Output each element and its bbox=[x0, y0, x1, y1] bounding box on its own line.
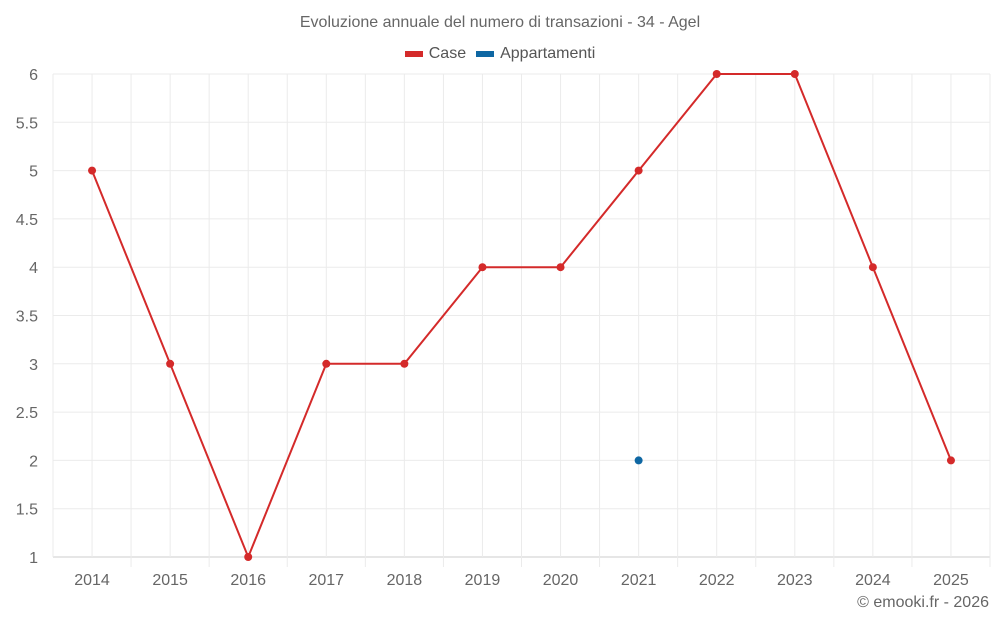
legend-item-appartamenti[interactable]: Appartamenti bbox=[476, 45, 595, 63]
chart-title: Evoluzione annuale del numero di transaz… bbox=[299, 14, 701, 31]
y-tick-label: 5 bbox=[29, 164, 38, 181]
legend-swatch-case bbox=[404, 51, 423, 57]
x-tick-label: 2014 bbox=[74, 572, 110, 589]
y-tick-label: 2.5 bbox=[16, 405, 38, 422]
data-point-case[interactable] bbox=[556, 263, 565, 272]
y-tick-label: 2 bbox=[29, 453, 38, 470]
x-tick-label: 2015 bbox=[152, 572, 188, 589]
legend-label-case: Case bbox=[428, 45, 467, 62]
x-tick-label: 2016 bbox=[230, 572, 266, 589]
data-point-case[interactable] bbox=[88, 166, 97, 175]
x-tick-label: 2017 bbox=[308, 572, 344, 589]
legend: Case Appartamenti bbox=[0, 45, 1000, 63]
x-tick-label: 2020 bbox=[543, 572, 579, 589]
x-tick-label: 2021 bbox=[621, 572, 657, 589]
data-point-case[interactable] bbox=[400, 359, 409, 368]
y-tick-label: 6 bbox=[29, 67, 38, 84]
data-point-case[interactable] bbox=[946, 456, 955, 465]
series-group bbox=[88, 70, 955, 561]
data-point-case[interactable] bbox=[868, 263, 877, 272]
data-point-appartamenti[interactable] bbox=[634, 456, 643, 465]
legend-item-case[interactable]: Case bbox=[404, 45, 467, 63]
x-tick-label: 2023 bbox=[777, 572, 813, 589]
y-tick-label: 5.5 bbox=[16, 115, 38, 132]
y-tick-label: 4.5 bbox=[16, 212, 38, 229]
data-point-case[interactable] bbox=[478, 263, 487, 272]
legend-swatch-appartamenti bbox=[476, 51, 495, 57]
data-point-case[interactable] bbox=[712, 70, 721, 78]
data-point-case[interactable] bbox=[166, 359, 175, 368]
x-tick-label: 2022 bbox=[699, 572, 735, 589]
y-tick-label: 1 bbox=[29, 550, 38, 567]
x-tick-label: 2019 bbox=[465, 572, 501, 589]
grid-lines bbox=[52, 73, 991, 567]
x-tick-label: 2018 bbox=[387, 572, 423, 589]
y-tick-label: 1.5 bbox=[16, 502, 38, 519]
series-line-case bbox=[91, 73, 952, 560]
x-axis: 2014 2015 2016 2017 2018 2019 2020 2021 2022 2023… bbox=[74, 572, 969, 589]
x-tick-label: 2024 bbox=[855, 572, 891, 589]
y-tick-label: 3 bbox=[29, 357, 38, 374]
data-point-case[interactable] bbox=[634, 166, 643, 175]
x-tick-label: 2025 bbox=[933, 572, 969, 589]
data-point-case[interactable] bbox=[244, 553, 253, 561]
credit-text: © emooki.fr - 2026 bbox=[857, 594, 989, 611]
y-axis: 1 1.5 2 2.5 3 3.5 4 4.5 5 5.5 6 bbox=[16, 67, 38, 567]
data-point-case[interactable] bbox=[322, 359, 331, 368]
y-tick-label: 4 bbox=[29, 260, 38, 277]
data-point-case[interactable] bbox=[790, 70, 799, 78]
legend-label-appartamenti: Appartamenti bbox=[500, 45, 596, 62]
y-tick-label: 3.5 bbox=[16, 309, 38, 326]
